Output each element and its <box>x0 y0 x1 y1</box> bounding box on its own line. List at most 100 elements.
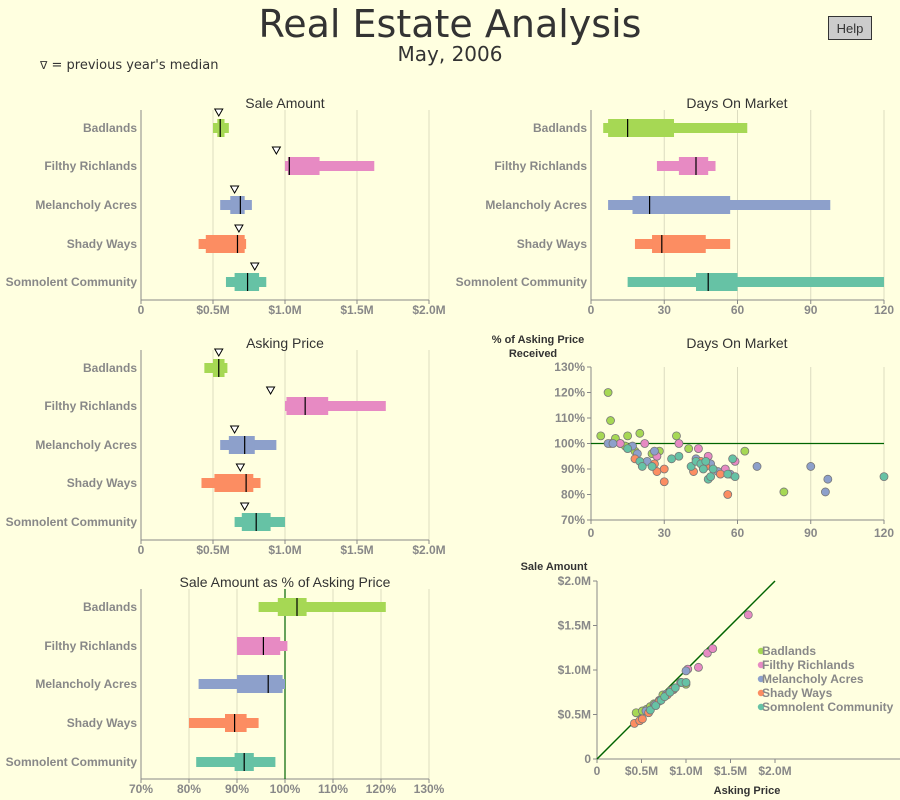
category-label: Badlands <box>83 121 137 135</box>
prev-median-marker <box>249 262 260 272</box>
data-point <box>694 662 703 672</box>
y-tick-label: 110% <box>555 411 585 425</box>
data-point <box>740 446 750 456</box>
iqr-box <box>277 598 307 616</box>
data-point <box>608 439 618 448</box>
data-point <box>670 683 680 693</box>
prev-median-marker <box>271 146 282 156</box>
iqr-box <box>287 157 320 175</box>
whisker-bar <box>603 123 748 133</box>
sale-pct-chart: 70% 80% 90% 100% 110% 120% 130% Sale Amount as … <box>6 574 445 796</box>
y-tick-label: 90% <box>561 462 585 476</box>
data-point <box>698 464 708 474</box>
y-axis-label-line2: Received <box>509 348 557 360</box>
category-label: Shady Ways <box>67 716 138 730</box>
chart-title: Sale Amount as % of Asking Price <box>180 574 391 590</box>
x-tick-label: 0 <box>594 764 601 778</box>
data-point <box>674 439 684 448</box>
x-tick-label: 0 <box>588 526 595 540</box>
x-tick-label: 80% <box>177 782 201 796</box>
y-tick-label: $1.0M <box>558 663 591 677</box>
x-tick-label: $0.5M <box>625 764 658 778</box>
data-point <box>635 428 645 438</box>
y-tick-label: $2.0M <box>558 574 591 588</box>
legend-marker <box>757 647 765 655</box>
iqr-box <box>205 235 245 253</box>
iqr-box <box>225 714 247 732</box>
x-tick-label: $1.5M <box>340 543 373 557</box>
category-label: Melancholy Acres <box>35 438 137 452</box>
category-label: Somnolent Community <box>6 515 138 529</box>
data-point <box>806 462 816 471</box>
x-axis-label: Asking Price <box>714 785 781 797</box>
x-tick-label: 70% <box>129 782 153 796</box>
iqr-box <box>608 119 675 137</box>
whisker-bar <box>285 401 386 411</box>
data-point <box>650 446 659 456</box>
category-label: Badlands <box>533 121 587 135</box>
chart-title: Days On Market <box>686 335 787 351</box>
category-label: Melancholy Acres <box>35 198 137 212</box>
x-tick-label: 130% <box>414 782 445 796</box>
category-label: Badlands <box>83 600 137 614</box>
data-point <box>681 666 691 676</box>
median-legend-note: ∇ = previous year's median <box>40 58 218 73</box>
category-label: Somnolent Community <box>456 275 588 289</box>
y-tick-label: $0.5M <box>558 708 591 722</box>
y-tick-label: 130% <box>554 360 585 374</box>
iqr-box <box>217 119 225 137</box>
prev-median-marker <box>229 185 240 195</box>
x-tick-label: 100% <box>270 782 301 796</box>
category-label: Filthy Richlands <box>44 639 137 653</box>
legend-marker <box>757 689 765 697</box>
legend-label: Filthy Richlands <box>762 658 855 672</box>
y-axis-label-line1: % of Asking Price <box>492 334 585 346</box>
data-point <box>659 464 669 474</box>
legend-marker <box>757 661 765 669</box>
y-tick-label: 120% <box>554 386 585 400</box>
y-tick-label: $1.5M <box>558 619 591 633</box>
y-axis-label: Sale Amount <box>521 561 588 573</box>
iqr-box <box>228 436 255 454</box>
data-point <box>681 678 691 687</box>
iqr-box <box>230 196 245 214</box>
iqr-box <box>695 273 738 291</box>
category-label: Filthy Richlands <box>44 159 137 173</box>
data-point <box>615 439 625 448</box>
data-point <box>623 431 633 441</box>
data-point <box>603 388 613 397</box>
data-point <box>823 474 833 484</box>
x-tick-label: $1.0M <box>268 543 301 557</box>
legend-label: Shady Ways <box>762 686 833 700</box>
iqr-box <box>234 273 260 291</box>
data-point <box>821 487 830 497</box>
prev-median-marker <box>239 502 250 512</box>
iqr-box <box>237 637 281 655</box>
data-point <box>674 451 684 461</box>
x-tick-label: $1.5M <box>340 303 373 317</box>
y-tick-label: 0 <box>584 752 591 766</box>
x-tick-label: 110% <box>318 782 348 796</box>
data-point <box>651 701 661 710</box>
data-point <box>659 477 669 487</box>
legend-marker <box>757 675 765 683</box>
data-point <box>701 456 711 466</box>
data-point <box>623 444 633 454</box>
category-label: Filthy Richlands <box>494 159 587 173</box>
asking-price-chart: 0 $0.5M $1.0M $1.5M $2.0M Asking Price Badland… <box>6 335 446 557</box>
help-button[interactable]: Help <box>828 16 872 40</box>
data-point <box>706 472 716 482</box>
data-point <box>743 610 753 620</box>
days-on-market-box-chart: 0 30 60 90 120 Days On Market Badlands Filthy R… <box>456 95 895 317</box>
data-point <box>728 454 738 464</box>
median-legend-text: = previous year's median <box>51 58 219 73</box>
x-tick-label: 0 <box>138 303 145 317</box>
prev-median-marker <box>234 224 244 234</box>
category-label: Badlands <box>83 361 137 375</box>
category-label: Melancholy Acres <box>485 198 587 212</box>
whisker-bar <box>285 161 375 171</box>
category-label: Shady Ways <box>67 237 138 251</box>
data-point <box>640 439 650 448</box>
legend-label: Somnolent Community <box>762 700 894 714</box>
